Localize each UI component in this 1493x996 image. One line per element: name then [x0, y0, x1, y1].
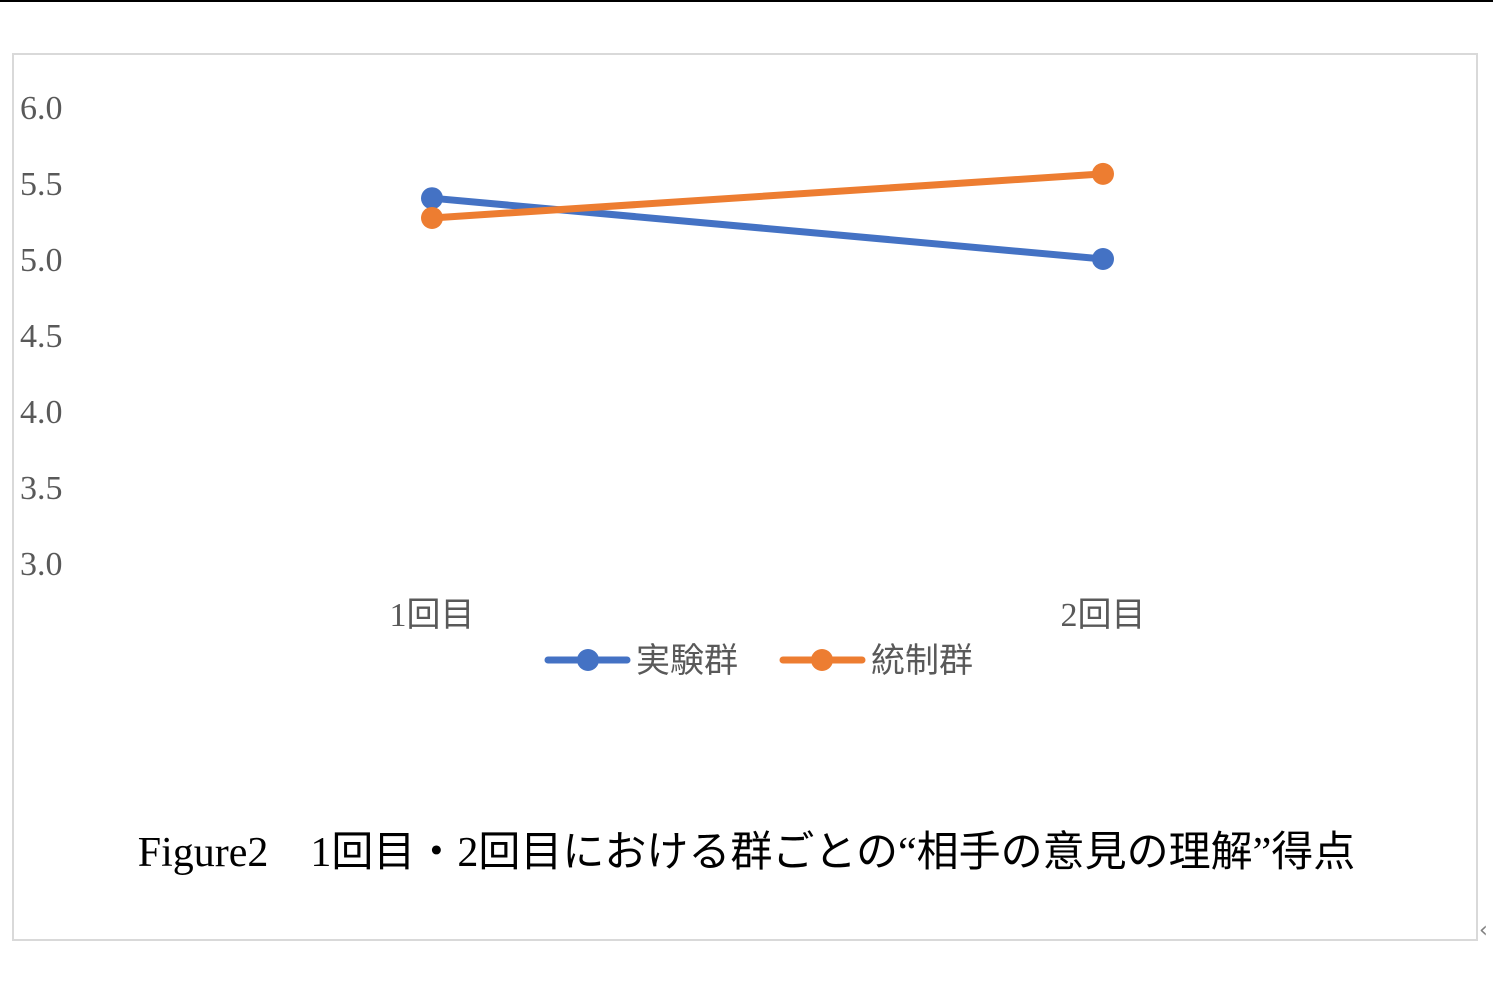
data-point	[1092, 162, 1114, 185]
data-point	[421, 187, 443, 210]
y-tick-label: 5.5	[20, 166, 63, 203]
chart-frame	[12, 53, 1478, 941]
figure-caption: Figure2 1回目・2回目における群ごとの“相手の意見の理解”得点	[137, 830, 1356, 876]
legend-label: 統制群	[871, 642, 973, 680]
legend-label: 実験群	[636, 642, 738, 680]
legend-swatch-marker	[811, 649, 833, 671]
legend-swatch-marker	[577, 649, 599, 671]
y-tick-label: 3.0	[20, 546, 63, 583]
series-line-2	[428, 170, 1107, 222]
data-point	[421, 206, 443, 229]
top-rule	[0, 0, 1493, 2]
series-line-1	[428, 194, 1107, 263]
y-tick-label: 5.0	[20, 242, 63, 279]
y-tick-label: 4.5	[20, 318, 63, 355]
chevron-left-icon: ‹	[1479, 918, 1488, 943]
x-tick-label: 2回目	[1061, 597, 1146, 634]
y-axis-ticks: 6.0 5.5 5.0 4.5 4.0 3.5 3.0	[20, 90, 63, 583]
y-tick-label: 6.0	[20, 90, 63, 127]
x-tick-label: 1回目	[390, 597, 475, 634]
y-tick-label: 4.0	[20, 394, 63, 431]
y-tick-label: 3.5	[20, 470, 63, 507]
data-point	[1092, 248, 1114, 270]
series-group	[421, 162, 1114, 270]
x-axis-ticks: 1回目 2回目	[390, 597, 1146, 634]
legend: 実験群 統制群	[544, 642, 973, 680]
